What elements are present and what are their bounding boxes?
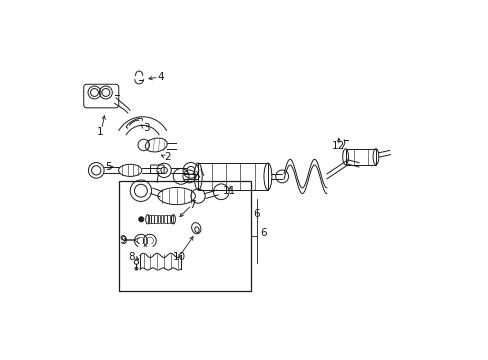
Bar [164, 215, 166, 223]
Bar [198, 163, 267, 190]
Bar [151, 215, 153, 223]
Bar [161, 215, 163, 223]
Bar [119, 181, 250, 292]
Text: 12: 12 [331, 141, 344, 151]
Text: 7: 7 [189, 200, 196, 210]
Bar [148, 215, 150, 223]
Bar [167, 215, 169, 223]
Text: 11: 11 [223, 186, 236, 197]
Text: 9: 9 [120, 235, 126, 245]
Text: 9: 9 [121, 236, 127, 246]
Text: 2: 2 [164, 152, 171, 162]
Bar [154, 215, 157, 223]
Text: 5: 5 [104, 162, 111, 172]
Text: 1: 1 [96, 127, 103, 137]
Bar [157, 215, 160, 223]
Text: 6: 6 [253, 209, 260, 219]
Text: 6: 6 [259, 228, 266, 238]
Circle shape [139, 217, 143, 222]
Bar [170, 215, 173, 223]
Text: 10: 10 [173, 252, 185, 262]
Bar [345, 149, 375, 165]
Text: 3: 3 [142, 123, 149, 133]
Text: 8: 8 [128, 252, 134, 262]
Text: 4: 4 [157, 72, 163, 82]
